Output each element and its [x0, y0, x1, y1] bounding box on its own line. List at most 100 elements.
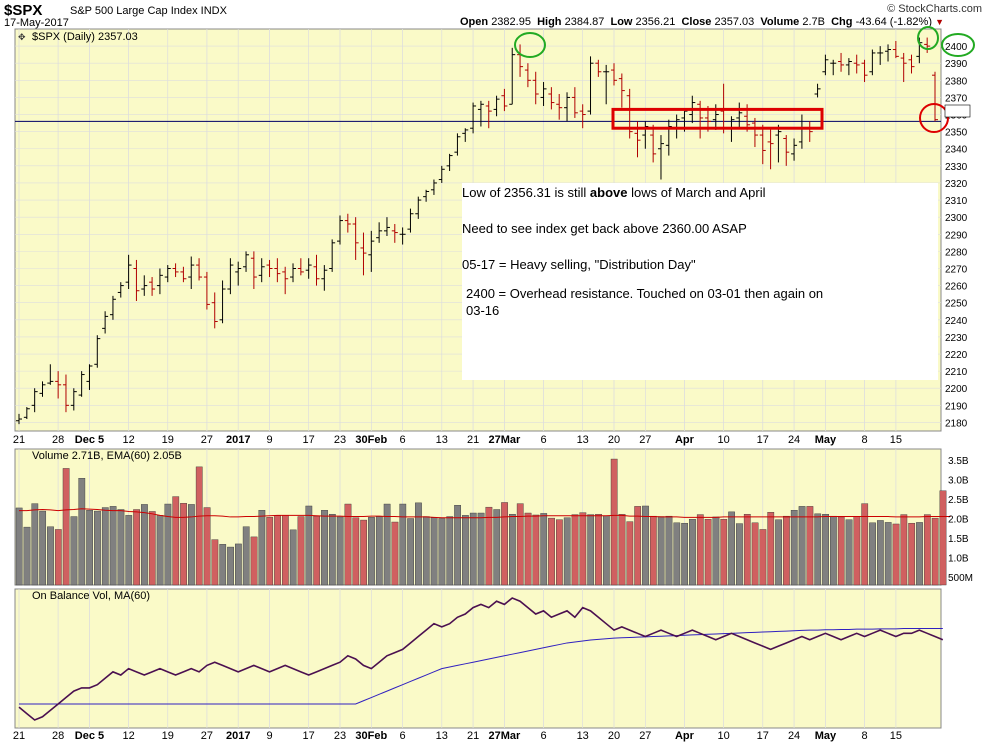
volume-bar — [822, 513, 829, 586]
x-tick-label: 20 — [608, 434, 620, 446]
ohlc-bar — [540, 82, 547, 106]
ohlc-bar — [767, 128, 774, 170]
volume-bar — [728, 511, 735, 586]
volume-y-tick: 500M — [948, 573, 973, 584]
volume-bar — [657, 516, 665, 586]
volume-bar — [164, 503, 172, 586]
volume-bar — [869, 522, 876, 586]
annotation-box: Low of 2356.31 is still above lows of Ma… — [462, 183, 938, 380]
volume-bar — [556, 519, 563, 586]
ohlc-bar — [822, 54, 829, 76]
volume-bar — [47, 526, 54, 586]
ohlc-bar — [391, 224, 398, 243]
volume-bar — [571, 514, 579, 586]
volume-bar — [39, 510, 47, 586]
annotation-line-1-pre: Low of 2356.31 is still — [462, 185, 590, 200]
volume-bar — [595, 513, 602, 586]
volume-bar — [720, 519, 728, 586]
ohlc-bar — [149, 277, 156, 296]
x-tick-label: 15 — [890, 434, 902, 446]
ohlc-bar — [141, 275, 148, 296]
ohlc-bar — [415, 196, 422, 219]
ohlc-bar — [235, 261, 242, 286]
volume-bar — [509, 513, 516, 586]
price-y-tick: 2280 — [945, 247, 968, 258]
ohlc-bar — [203, 271, 210, 310]
volume-bar — [751, 522, 759, 586]
ohlc-bar — [657, 135, 664, 180]
ohlc-bar — [751, 117, 758, 148]
volume-bar — [235, 543, 242, 586]
x-tick-label: 30Feb — [355, 434, 387, 446]
price-y-tick: 2390 — [945, 59, 968, 70]
ohlc-bar — [556, 94, 563, 120]
x-tick-label: 8 — [861, 730, 867, 742]
volume-bar — [454, 505, 461, 586]
price-y-tick: 2310 — [945, 196, 968, 207]
volume-bar — [884, 522, 892, 586]
ohlc-bar — [877, 46, 884, 65]
ohlc-bar — [86, 364, 93, 390]
volume-bar — [681, 522, 688, 586]
x-tick-label: 27 — [201, 434, 213, 446]
x-tick-label: 15 — [890, 730, 902, 742]
ohlc-bar — [243, 251, 250, 272]
price-y-tick: 2270 — [945, 264, 968, 275]
ohlc-bar — [900, 52, 907, 83]
ohlc-bar — [814, 83, 821, 98]
ohlc-bar — [250, 251, 257, 290]
volume-bar — [485, 506, 493, 586]
ohlc-bar — [219, 280, 226, 324]
ohlc-bar — [932, 71, 938, 122]
volume-bar — [759, 529, 767, 586]
ohlc-bar — [845, 58, 852, 76]
volume-legend: Volume 2.71B, EMA(60) 2.05B — [32, 450, 182, 462]
ohlc-bar — [861, 59, 868, 83]
volume-bar — [462, 515, 469, 586]
x-tick-label: 12 — [122, 434, 134, 446]
volume-bar — [665, 515, 673, 586]
ohlc-bar — [618, 73, 625, 108]
ohlc-bar — [180, 266, 187, 283]
volume-bar — [830, 515, 837, 586]
price-y-tick: 2250 — [945, 299, 968, 310]
x-tick-label: 27 — [639, 434, 651, 446]
volume-bar — [626, 521, 634, 586]
volume-bar — [117, 509, 125, 586]
ohlc-bar — [227, 258, 234, 295]
volume-bar — [469, 512, 477, 586]
level-circle-2400 — [941, 33, 975, 57]
volume-bar — [336, 516, 344, 586]
x-tick-label: 28 — [52, 730, 64, 742]
annotation-line-1: Low of 2356.31 is still above lows of Ma… — [462, 185, 766, 201]
chg-down-arrow-icon: ▼ — [935, 17, 944, 27]
volume-bar — [78, 478, 86, 586]
price-y-tick: 2350 — [945, 128, 968, 139]
ohlc-bar — [94, 335, 101, 368]
ohlc-bar — [892, 40, 899, 59]
ohlc-bar — [587, 56, 594, 115]
volume-bar — [180, 503, 187, 586]
volume-bar — [321, 510, 328, 586]
annotation-line-1-post: lows of March and April — [627, 185, 766, 200]
volume-bar — [602, 515, 610, 586]
x-tick-label: Dec 5 — [75, 434, 104, 446]
volume-bar — [618, 513, 626, 586]
highlight-box — [611, 107, 824, 130]
volume-bar — [430, 517, 438, 586]
volume-bar — [281, 515, 289, 586]
ohlc-bar — [31, 388, 38, 413]
ohlc-bar — [611, 63, 618, 86]
volume-bar — [939, 490, 947, 586]
volume-value: 2.7B — [802, 16, 825, 28]
x-tick-label: 6 — [400, 730, 406, 742]
ohlc-bar — [383, 217, 390, 236]
price-y-tick: 2240 — [945, 316, 968, 327]
ohlc-bar — [838, 52, 845, 72]
x-tick-label: 12 — [122, 730, 134, 742]
ohlc-bar — [665, 119, 672, 156]
annotation-line-1-bold: above — [589, 185, 628, 200]
volume-bar — [242, 526, 250, 586]
x-tick-label: 2017 — [226, 434, 250, 446]
annotation-line-2: Need to see index get back above 2360.00… — [462, 221, 747, 236]
